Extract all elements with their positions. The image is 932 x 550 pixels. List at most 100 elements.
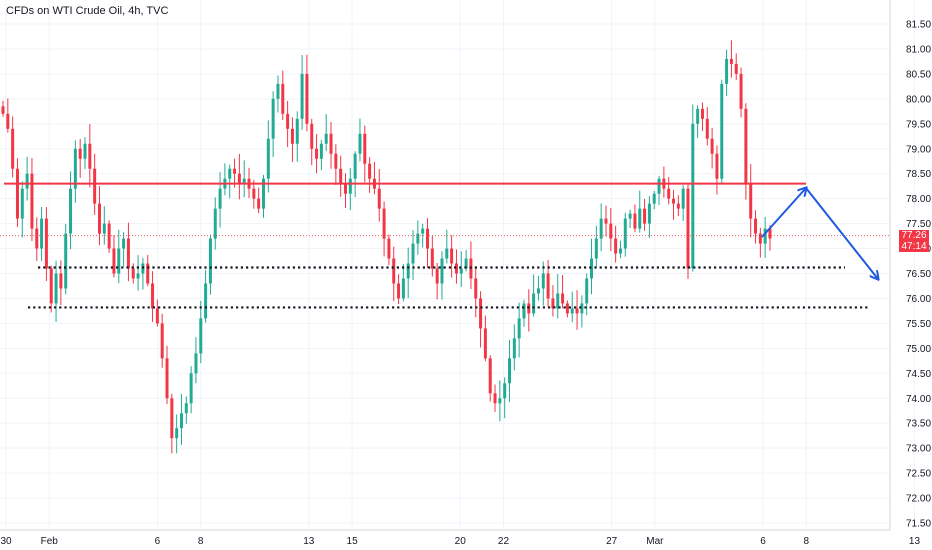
y-tick-label: 76.50 <box>906 269 931 280</box>
candle-body <box>252 188 256 199</box>
candle-body <box>454 263 458 274</box>
candle-body <box>189 373 193 404</box>
candle-body <box>97 203 101 234</box>
candle-body <box>565 303 569 314</box>
y-tick-label: 78.00 <box>906 194 931 205</box>
x-tick-label: 6 <box>760 536 766 547</box>
candle-body <box>672 198 676 204</box>
candle-body <box>204 283 208 319</box>
candle-body <box>25 173 29 189</box>
candle-body <box>363 133 367 164</box>
candle-body <box>310 123 314 149</box>
candle-body <box>623 218 627 249</box>
x-tick-label: 13 <box>909 536 921 547</box>
candle-body <box>536 288 540 294</box>
candle-body <box>165 358 169 399</box>
candle-body <box>175 428 179 439</box>
candle-body <box>59 273 63 289</box>
candle-body <box>271 98 275 139</box>
candle-body <box>604 218 608 224</box>
x-tick-label: 20 <box>455 536 467 547</box>
candle-body <box>768 228 772 239</box>
candle-body <box>11 128 15 169</box>
candle-body <box>556 293 560 309</box>
candle-body <box>20 188 24 219</box>
candle-body <box>575 308 579 314</box>
x-tick-label: 13 <box>303 536 315 547</box>
x-tick-label: Feb <box>41 536 59 547</box>
candle-body <box>488 358 492 394</box>
candle-body <box>233 168 237 174</box>
candle-body <box>276 83 280 99</box>
candle-body <box>136 273 140 279</box>
candle-body <box>69 188 73 234</box>
candle-body <box>609 223 613 239</box>
candle-body <box>93 168 97 204</box>
candle-body <box>720 83 724 179</box>
candle-body <box>382 208 386 239</box>
candle-body <box>450 248 454 264</box>
x-tick-label: 30 <box>0 536 12 547</box>
candle-body <box>647 203 651 224</box>
y-tick-label: 74.00 <box>906 394 931 405</box>
candle-body <box>493 393 497 404</box>
candle-body <box>725 58 729 84</box>
y-tick-label: 72.00 <box>906 494 931 505</box>
candle-body <box>700 108 704 119</box>
projection-arrow-up <box>761 188 806 238</box>
candle-body <box>281 83 285 114</box>
candle-body <box>237 173 241 184</box>
candle-body <box>426 228 429 249</box>
y-tick-label: 80.00 <box>906 94 931 105</box>
candle-body <box>1 106 5 114</box>
y-tick-label: 73.50 <box>906 419 931 430</box>
candle-body <box>590 258 594 279</box>
candle-body <box>541 273 545 289</box>
candle-body <box>266 138 270 179</box>
candle-body <box>638 208 642 229</box>
y-tick-label: 80.50 <box>906 69 931 80</box>
candle-body <box>599 218 603 239</box>
candle-body <box>208 238 212 284</box>
x-tick-label: 27 <box>606 536 618 547</box>
candle-body <box>286 113 290 129</box>
x-tick-label: 6 <box>155 536 161 547</box>
y-tick-label: 74.50 <box>906 369 931 380</box>
candle-body <box>261 178 265 209</box>
candle-body <box>179 413 183 429</box>
candle-body <box>483 328 487 359</box>
candle-body <box>479 298 483 329</box>
candle-body <box>184 403 188 414</box>
candle-body <box>614 238 618 254</box>
candle-body <box>73 148 77 189</box>
y-tick-label: 75.50 <box>906 319 931 330</box>
candle-body <box>676 203 680 209</box>
candle-body <box>498 398 502 404</box>
candle-body <box>290 128 294 144</box>
candle-body <box>339 168 343 184</box>
candle-body <box>546 273 550 299</box>
candle-body <box>151 283 155 309</box>
bar-countdown-badge: 47:14 <box>899 241 929 252</box>
candle-body <box>315 148 319 159</box>
y-tick-label: 81.00 <box>906 44 931 55</box>
candle-body <box>734 63 738 74</box>
x-tick-label: 22 <box>498 536 510 547</box>
candle-body <box>353 153 357 179</box>
candle-body <box>368 163 372 179</box>
y-tick-label: 73.00 <box>906 444 931 455</box>
candle-body <box>411 243 415 264</box>
x-tick-label: 8 <box>198 536 204 547</box>
candle-body <box>643 208 647 224</box>
candle-body <box>570 308 574 314</box>
candle-body <box>257 198 261 209</box>
candle-body <box>464 258 468 269</box>
candle-body <box>628 213 632 219</box>
candle-body <box>749 183 753 219</box>
y-tick-label: 76.00 <box>906 294 931 305</box>
candle-body <box>40 218 44 249</box>
candle-body <box>435 268 439 284</box>
candle-body <box>295 118 299 144</box>
